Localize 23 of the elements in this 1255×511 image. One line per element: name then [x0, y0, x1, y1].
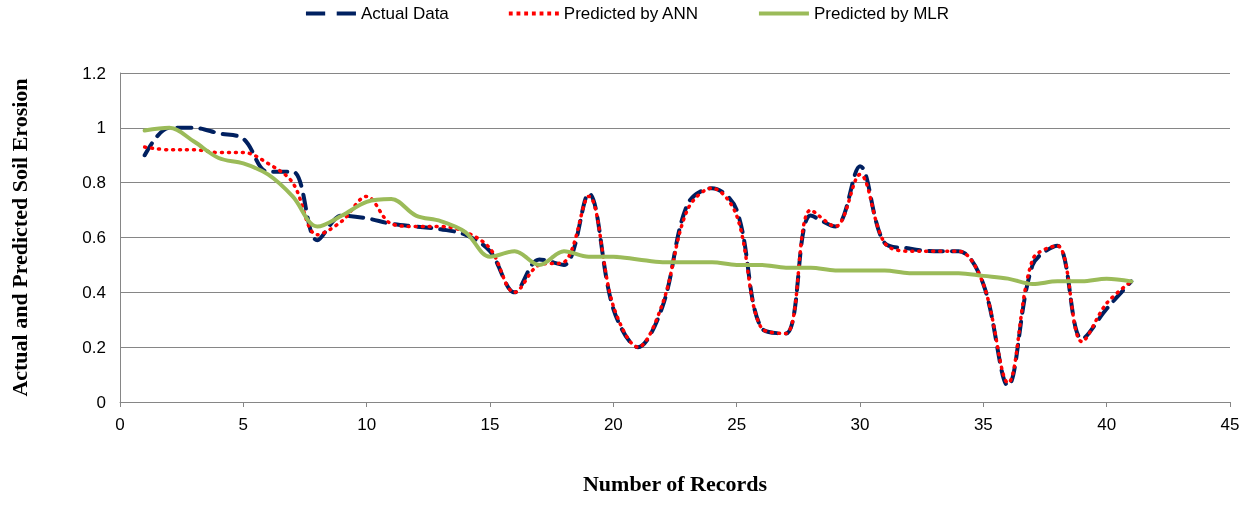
x-tick-label: 40 [1097, 415, 1117, 434]
y-tick-label: 1.2 [82, 63, 106, 83]
x-tick-label: 15 [480, 415, 500, 434]
x-tick-label: 45 [1220, 415, 1240, 434]
x-tick-label: 25 [727, 415, 747, 434]
x-tick-label: 35 [973, 415, 993, 434]
y-tick-label: 0.4 [82, 282, 106, 302]
legend-label: Actual Data [360, 4, 450, 23]
x-tick-label: 20 [603, 415, 623, 434]
x-tick-label: 0 [115, 415, 125, 434]
x-tick-label: 5 [238, 415, 249, 434]
y-tick-label: 0.6 [82, 228, 106, 247]
y-tick-label: 0 [96, 392, 106, 412]
x-tick-label: 10 [357, 415, 377, 434]
legend-label: Predicted by ANN [563, 4, 699, 23]
line-series [142, 125, 1134, 287]
y-tick-label: 0.8 [82, 173, 106, 193]
x-axis-title: Number of Records [582, 470, 768, 496]
y-tick-label: 1 [96, 118, 106, 138]
legend-label: Predicted by MLR [813, 4, 950, 23]
y-axis-title: Actual and Predicted Soil Erosion [6, 78, 32, 397]
y-tick-label: 0.2 [82, 337, 106, 357]
x-tick-label: 30 [850, 415, 870, 434]
